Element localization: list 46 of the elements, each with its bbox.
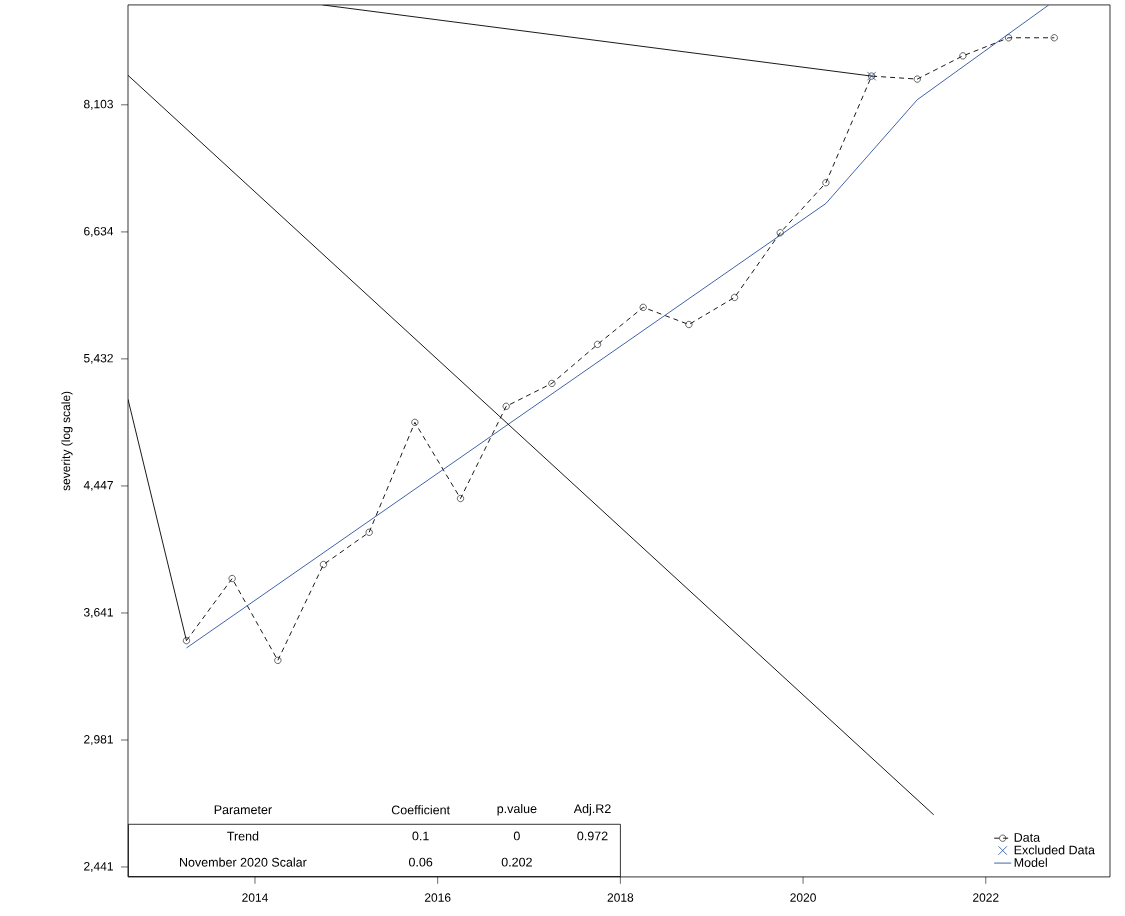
point [228,575,236,583]
y-tick-label: 3,641 [83,608,113,618]
x-tick-label: 2018 [607,893,634,902]
point [913,75,921,83]
legend-label: Model [1014,857,1047,867]
x-tick-label: 2014 [242,893,268,902]
y-tick-label: 4,447 [83,481,113,491]
y-tick-label: 2,441 [84,862,113,872]
point [182,637,190,645]
point [1005,34,1013,42]
annotation: 0 [513,831,520,841]
y-tick-label: 5,432 [83,353,113,364]
annotation: 0.202 [501,857,532,867]
point [685,321,693,329]
point [594,340,602,348]
point [776,229,784,237]
annotation: Trend [227,831,259,841]
x-tick-label: 2016 [424,893,451,902]
annotation: p.value [497,803,537,816]
point [1050,34,1058,42]
point [959,52,967,60]
x-tick-label: 2020 [790,893,816,902]
x-tick-label: 2022 [973,893,999,902]
annotation: 0.972 [577,831,608,841]
y-tick-label: 8,103 [84,99,113,110]
y-tick-label: 6,634 [84,226,114,237]
point [457,495,465,502]
legend-label: Data [1014,833,1041,842]
annotation: November 2020 Scalar [180,857,307,867]
point [731,293,739,301]
y-tick-label: 2,981 [84,735,113,745]
point [319,561,327,569]
point [548,379,556,387]
point [822,179,830,187]
point [639,303,647,311]
legend-label: Excluded Data [1014,845,1095,855]
annotation: Adj.R2 [573,803,611,816]
annotation: Parameter [214,805,272,815]
y-axis-title: severity (log scale) [61,391,73,491]
annotation: 0.1 [412,831,429,841]
point [502,402,510,410]
point [274,656,282,664]
point [411,418,419,426]
annotation: Coefficient [391,805,450,815]
point [365,528,373,536]
annotation: 0.06 [408,857,433,867]
